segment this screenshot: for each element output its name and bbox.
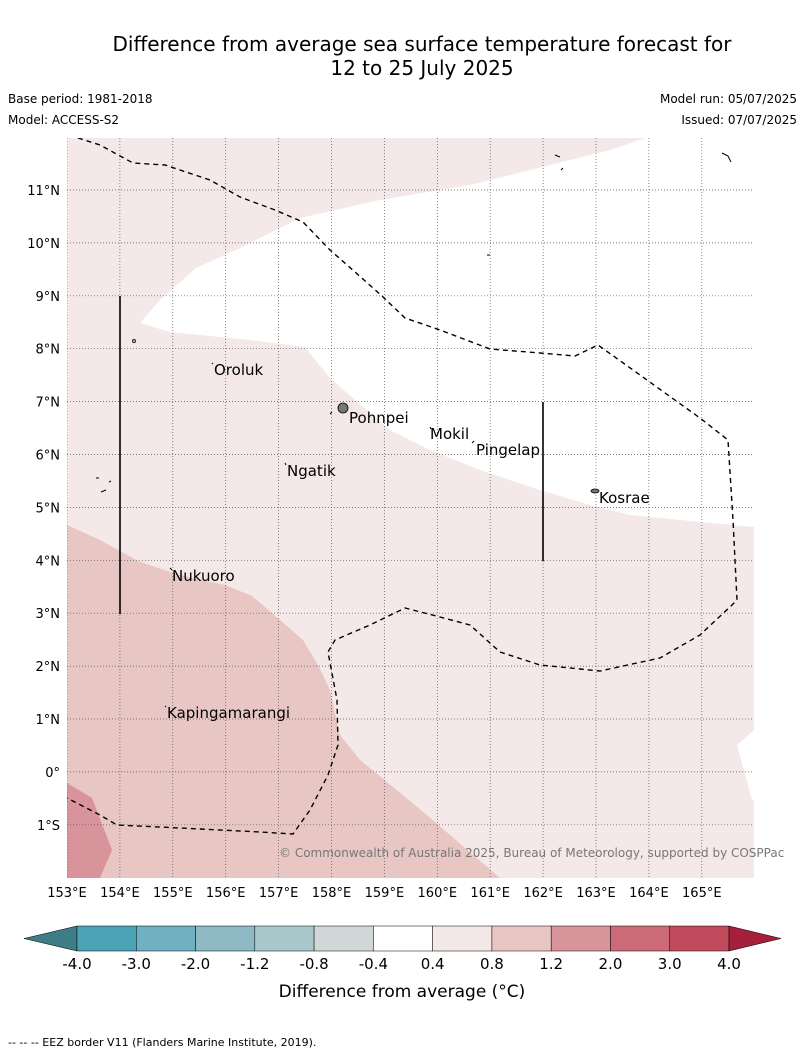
longitude-label: 157°E (259, 886, 299, 901)
colorbar-tick-label: 4.0 (717, 955, 741, 973)
gridlines (67, 138, 754, 878)
longitude-label: 162°E (523, 886, 563, 901)
latitude-label: 11°N (27, 184, 60, 199)
sst-band-neutral-east (737, 730, 754, 800)
colorbar-segment (373, 925, 433, 952)
place-pingelap: Pingelap (476, 441, 540, 459)
colorbar-tick-label: -3.0 (121, 955, 151, 973)
latitude-label: 1°S (37, 819, 60, 834)
longitude-labels: 153°E 154°E 155°E 156°E 157°E 158°E 159°E 160°E… (47, 886, 721, 901)
colorbar-segment (313, 925, 374, 952)
longitude-label: 156°E (206, 886, 246, 901)
colorbar-segment (669, 925, 730, 952)
colorbar-arrow-high (728, 925, 782, 952)
latitude-label: 7°N (36, 396, 61, 411)
colorbar-tick-label: -0.4 (358, 955, 388, 973)
colorbar-tick-label: 0.4 (420, 955, 445, 973)
place-pohnpei: Pohnpei (349, 409, 409, 427)
copyright-notice: © Commonwealth of Australia 2025, Bureau… (279, 846, 784, 860)
model-run: Model run: 05/07/2025 (659, 92, 797, 106)
title-line-2: 12 to 25 July 2025 (330, 56, 514, 80)
longitude-label: 154°E (100, 886, 140, 901)
latitude-label: 0° (45, 766, 60, 781)
colorbar-tick-label: 3.0 (657, 955, 682, 973)
place-oroluk: Oroluk (214, 361, 263, 379)
colorbar-tick-label: -0.8 (299, 955, 329, 973)
colorbar-segment (610, 925, 670, 952)
longitude-label: 155°E (153, 886, 193, 901)
colorbar-tick-label: 0.8 (479, 955, 504, 973)
colorbar-tick-label: -1.2 (240, 955, 270, 973)
eez-note: -- -- -- EEZ border V11 (Flanders Marine… (8, 1036, 317, 1049)
latitude-labels: 11°N 10°N 9°N 8°N 7°N 6°N 5°N 4°N 3°N 2°N 1°N 0° 1°S (27, 184, 60, 834)
longitude-label: 153°E (47, 886, 87, 901)
colorbar-title: Difference from average (°C) (278, 982, 526, 1002)
latitude-label: 6°N (36, 449, 61, 464)
place-mokil: Mokil (430, 425, 469, 443)
latitude-label: 10°N (27, 237, 60, 252)
colorbar (23, 925, 782, 952)
colorbar-tick-label: -2.0 (180, 955, 211, 973)
pohnpei-island-icon (337, 402, 349, 414)
longitude-label: 160°E (418, 886, 458, 901)
atoll-icon (131, 338, 137, 344)
place-labels: Oroluk Pohnpei Mokil Pingelap Ngatik Kos… (167, 361, 650, 722)
chart-title: Difference from average sea surface temp… (0, 32, 804, 80)
longitude-label: 158°E (312, 886, 352, 901)
small-islets (96, 152, 732, 708)
latitude-label: 4°N (36, 554, 61, 569)
longitude-label: 163°E (576, 886, 616, 901)
longitude-label: 159°E (365, 886, 405, 901)
latitude-label: 9°N (36, 290, 61, 305)
colorbar-segment (432, 925, 493, 952)
colorbar-segment (136, 925, 196, 952)
map-area (67, 138, 754, 878)
colorbar-segment (550, 925, 611, 952)
latitude-label: 1°N (36, 713, 61, 728)
colorbar-segment (195, 925, 256, 952)
base-period: Base period: 1981-2018 (8, 92, 153, 106)
colorbar-tick-label: -4.0 (62, 955, 92, 973)
issued-date: Issued: 07/07/2025 (681, 113, 797, 127)
latitude-label: 2°N (36, 660, 61, 675)
colorbar-segment (491, 925, 552, 952)
longitude-label: 164°E (629, 886, 669, 901)
colorbar-tick-label: 2.0 (598, 955, 623, 973)
latitude-label: 8°N (36, 343, 61, 358)
place-kapingamarangi: Kapingamarangi (167, 704, 290, 722)
title-line-1: Difference from average sea surface temp… (112, 32, 732, 56)
colorbar-segment (254, 925, 315, 952)
kosrae-island-icon (590, 488, 600, 494)
sst-band-1.2-2.0 (67, 783, 112, 878)
latitude-label: 3°N (36, 607, 61, 622)
colorbar-segment (76, 925, 137, 952)
longitude-label: 165°E (682, 886, 722, 901)
colorbar-arrow-low (23, 925, 78, 952)
longitude-label: 161°E (470, 886, 510, 901)
place-kosrae: Kosrae (599, 489, 650, 507)
latitude-label: 5°N (36, 501, 61, 516)
place-ngatik: Ngatik (287, 462, 336, 480)
model-name: Model: ACCESS-S2 (8, 113, 120, 127)
place-nukuoro: Nukuoro (172, 567, 235, 585)
colorbar-tick-label: 1.2 (539, 955, 564, 973)
